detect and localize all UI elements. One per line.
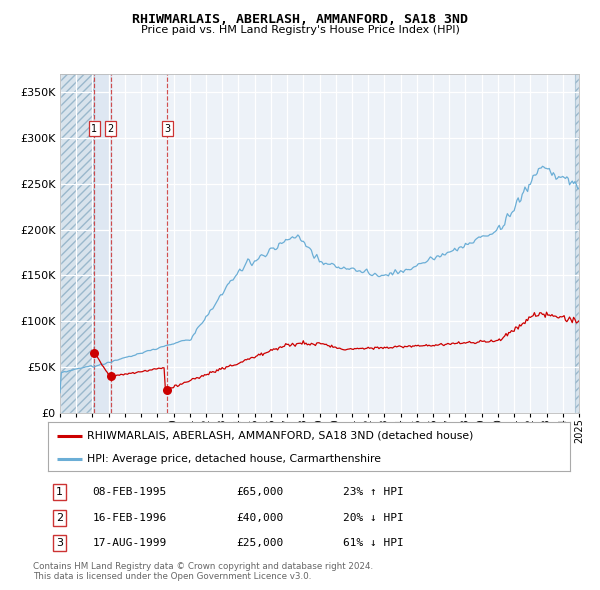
- Text: 20% ↓ HPI: 20% ↓ HPI: [343, 513, 404, 523]
- Text: Price paid vs. HM Land Registry's House Price Index (HPI): Price paid vs. HM Land Registry's House …: [140, 25, 460, 35]
- Text: 2: 2: [56, 513, 63, 523]
- Text: 2: 2: [107, 124, 114, 134]
- Text: RHIWMARLAIS, ABERLASH, AMMANFORD, SA18 3ND: RHIWMARLAIS, ABERLASH, AMMANFORD, SA18 3…: [132, 13, 468, 26]
- Text: 16-FEB-1996: 16-FEB-1996: [92, 513, 167, 523]
- Text: £25,000: £25,000: [236, 538, 283, 548]
- Text: HPI: Average price, detached house, Carmarthenshire: HPI: Average price, detached house, Carm…: [87, 454, 381, 464]
- Bar: [575, 74, 579, 413]
- Text: 3: 3: [164, 124, 170, 134]
- Text: Contains HM Land Registry data © Crown copyright and database right 2024.: Contains HM Land Registry data © Crown c…: [33, 562, 373, 571]
- Text: 17-AUG-1999: 17-AUG-1999: [92, 538, 167, 548]
- Bar: [94, 74, 110, 413]
- Text: 1: 1: [91, 124, 97, 134]
- Text: 23% ↑ HPI: 23% ↑ HPI: [343, 487, 404, 497]
- Text: 3: 3: [56, 538, 63, 548]
- Text: 08-FEB-1995: 08-FEB-1995: [92, 487, 167, 497]
- Bar: [60, 74, 94, 413]
- Bar: [60, 74, 94, 413]
- Bar: [575, 74, 579, 413]
- Text: This data is licensed under the Open Government Licence v3.0.: This data is licensed under the Open Gov…: [33, 572, 311, 581]
- Text: 1: 1: [56, 487, 63, 497]
- Text: RHIWMARLAIS, ABERLASH, AMMANFORD, SA18 3ND (detached house): RHIWMARLAIS, ABERLASH, AMMANFORD, SA18 3…: [87, 431, 473, 441]
- Text: £65,000: £65,000: [236, 487, 283, 497]
- Text: £40,000: £40,000: [236, 513, 283, 523]
- Text: 61% ↓ HPI: 61% ↓ HPI: [343, 538, 404, 548]
